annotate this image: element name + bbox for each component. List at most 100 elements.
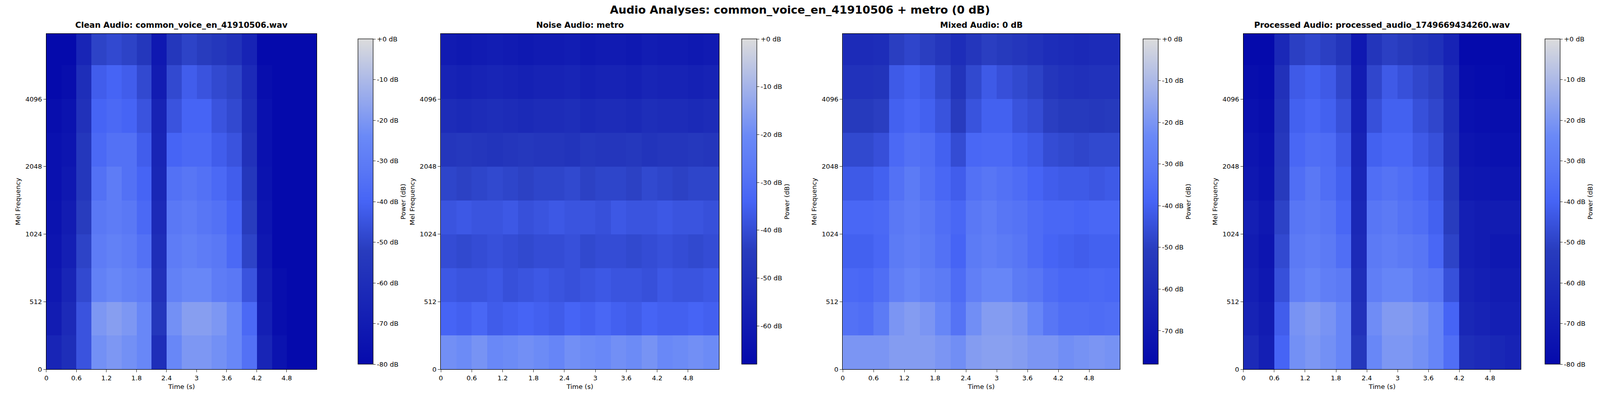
svg-text:0.6: 0.6	[1269, 374, 1280, 382]
svg-text:-10 dB: -10 dB	[377, 75, 399, 84]
svg-text:-50 dB: -50 dB	[377, 238, 399, 246]
svg-text:4.2: 4.2	[1053, 374, 1064, 382]
svg-text:-70 dB: -70 dB	[1162, 327, 1184, 335]
svg-text:2.4: 2.4	[960, 374, 972, 382]
svg-text:-40 dB: -40 dB	[1162, 201, 1184, 210]
svg-text:-60 dB: -60 dB	[760, 322, 783, 330]
svg-text:-40 dB: -40 dB	[1564, 197, 1586, 206]
svg-text:Time (s): Time (s)	[565, 382, 594, 391]
svg-text:0: 0	[44, 374, 49, 382]
svg-text:4.2: 4.2	[651, 374, 663, 382]
svg-text:3: 3	[194, 374, 199, 382]
svg-text:0.6: 0.6	[466, 374, 478, 382]
svg-text:-30 dB: -30 dB	[1162, 160, 1184, 168]
svg-text:-80 dB: -80 dB	[377, 360, 399, 369]
svg-text:3.6: 3.6	[221, 374, 233, 382]
svg-text:Power (dB): Power (dB)	[1586, 183, 1594, 220]
svg-text:+0 dB: +0 dB	[760, 35, 782, 43]
svg-text:0: 0	[1234, 365, 1240, 374]
svg-text:-10 dB: -10 dB	[1162, 76, 1184, 85]
svg-text:1.8: 1.8	[528, 374, 539, 382]
svg-text:+0 dB: +0 dB	[1564, 35, 1585, 43]
svg-text:Time (s): Time (s)	[1368, 382, 1396, 391]
svg-text:-70 dB: -70 dB	[1564, 319, 1586, 328]
svg-text:3: 3	[593, 374, 598, 382]
svg-text:-50 dB: -50 dB	[1162, 243, 1184, 251]
svg-text:0.6: 0.6	[868, 374, 880, 382]
svg-text:0: 0	[37, 365, 42, 374]
svg-text:4.8: 4.8	[683, 374, 694, 382]
svg-text:-60 dB: -60 dB	[1162, 285, 1184, 293]
svg-text:3.6: 3.6	[621, 374, 632, 382]
svg-text:1024: 1024	[1222, 230, 1240, 238]
svg-text:512: 512	[29, 297, 42, 306]
svg-text:-10 dB: -10 dB	[1564, 75, 1586, 84]
svg-text:512: 512	[1226, 297, 1240, 306]
svg-text:512: 512	[826, 297, 839, 306]
svg-text:Mel Frequency: Mel Frequency	[14, 177, 22, 226]
svg-text:-60 dB: -60 dB	[1564, 279, 1586, 287]
svg-text:1.2: 1.2	[101, 374, 113, 382]
svg-text:512: 512	[424, 297, 437, 306]
svg-text:-70 dB: -70 dB	[377, 319, 399, 328]
svg-text:2048: 2048	[1222, 162, 1240, 171]
svg-text:2.4: 2.4	[559, 374, 571, 382]
svg-text:4.8: 4.8	[1484, 374, 1496, 382]
svg-text:4.2: 4.2	[1454, 374, 1465, 382]
svg-text:1.2: 1.2	[1300, 374, 1311, 382]
svg-text:-50 dB: -50 dB	[760, 274, 783, 282]
svg-text:4.2: 4.2	[251, 374, 263, 382]
svg-text:-20 dB: -20 dB	[1162, 118, 1184, 127]
svg-text:0: 0	[840, 374, 845, 382]
svg-text:1024: 1024	[419, 230, 437, 238]
svg-text:Mel Frequency: Mel Frequency	[810, 177, 818, 226]
svg-text:Mixed Audio: 0 dB: Mixed Audio: 0 dB	[940, 20, 1023, 30]
svg-text:-20 dB: -20 dB	[377, 116, 399, 125]
svg-text:Time (s): Time (s)	[967, 382, 995, 391]
svg-text:0.6: 0.6	[71, 374, 82, 382]
svg-text:+0 dB: +0 dB	[377, 35, 398, 43]
svg-text:0: 0	[432, 365, 437, 374]
svg-text:4096: 4096	[821, 95, 839, 103]
svg-text:4096: 4096	[25, 95, 42, 103]
svg-text:3: 3	[994, 374, 999, 382]
svg-text:2048: 2048	[25, 162, 42, 171]
svg-text:4096: 4096	[1222, 95, 1240, 103]
svg-text:2048: 2048	[419, 162, 437, 171]
svg-text:-80 dB: -80 dB	[1564, 360, 1586, 369]
svg-text:3.6: 3.6	[1423, 374, 1434, 382]
svg-text:Clean Audio: common_voice_en_4: Clean Audio: common_voice_en_41910506.wa…	[75, 20, 288, 30]
svg-text:Time (s): Time (s)	[167, 382, 195, 391]
svg-text:-30 dB: -30 dB	[760, 178, 783, 187]
svg-text:-30 dB: -30 dB	[1564, 157, 1586, 165]
svg-text:Noise Audio: metro: Noise Audio: metro	[536, 20, 625, 30]
svg-text:-40 dB: -40 dB	[760, 226, 783, 234]
svg-text:3.6: 3.6	[1022, 374, 1034, 382]
svg-text:0: 0	[834, 365, 839, 374]
svg-text:Mel Frequency: Mel Frequency	[408, 177, 417, 226]
svg-text:-40 dB: -40 dB	[377, 197, 399, 206]
svg-text:3: 3	[1395, 374, 1400, 382]
svg-text:4.8: 4.8	[281, 374, 293, 382]
svg-text:2.4: 2.4	[161, 374, 173, 382]
svg-text:4096: 4096	[419, 95, 437, 103]
svg-text:-50 dB: -50 dB	[1564, 238, 1586, 246]
svg-text:-60 dB: -60 dB	[377, 279, 399, 287]
svg-text:1.2: 1.2	[497, 374, 508, 382]
svg-text:1.8: 1.8	[131, 374, 142, 382]
svg-text:-20 dB: -20 dB	[760, 130, 783, 139]
svg-text:0: 0	[1241, 374, 1246, 382]
svg-text:Power (dB): Power (dB)	[1184, 183, 1193, 220]
svg-text:1024: 1024	[821, 230, 839, 238]
svg-text:-20 dB: -20 dB	[1564, 116, 1586, 125]
svg-text:2048: 2048	[821, 162, 839, 171]
svg-text:4.8: 4.8	[1084, 374, 1095, 382]
svg-text:1.8: 1.8	[1330, 374, 1342, 382]
svg-text:Processed Audio: processed_aud: Processed Audio: processed_audio_1749669…	[1254, 20, 1511, 30]
svg-text:0: 0	[438, 374, 443, 382]
svg-text:Power (dB): Power (dB)	[399, 183, 407, 220]
svg-text:+0 dB: +0 dB	[1162, 35, 1183, 43]
svg-text:-30 dB: -30 dB	[377, 157, 399, 165]
svg-text:1.2: 1.2	[899, 374, 910, 382]
svg-text:Mel Frequency: Mel Frequency	[1211, 177, 1219, 226]
